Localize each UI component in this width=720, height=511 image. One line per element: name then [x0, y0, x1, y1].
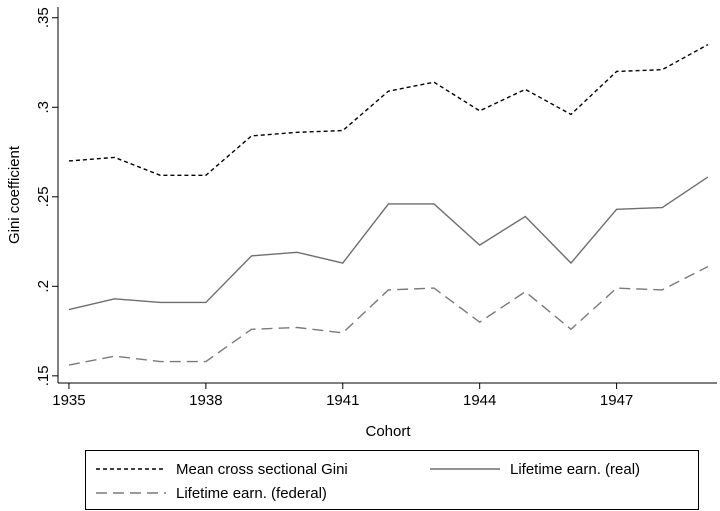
x-tick-label: 1941 — [326, 392, 359, 409]
x-axis-label: Cohort — [365, 423, 411, 440]
y-tick-label: .35 — [35, 7, 52, 28]
x-tick-label: 1935 — [52, 392, 85, 409]
legend-label: Mean cross sectional Gini — [176, 461, 348, 478]
y-tick-label: .15 — [35, 365, 52, 386]
y-axis-label: Gini coefficient — [6, 145, 23, 244]
legend-box — [85, 450, 699, 510]
legend-label: Lifetime earn. (federal) — [176, 485, 327, 502]
series-line — [68, 265, 709, 366]
legend-label: Lifetime earn. (real) — [510, 461, 640, 478]
y-tick-label: .3 — [35, 101, 52, 114]
y-tick-label: .25 — [35, 186, 52, 207]
x-tick-label: 1947 — [600, 392, 633, 409]
x-tick-label: 1944 — [463, 392, 496, 409]
x-tick-label: 1938 — [189, 392, 222, 409]
series-line — [68, 176, 709, 311]
y-tick-label: .2 — [35, 280, 52, 293]
series-line — [68, 43, 709, 177]
